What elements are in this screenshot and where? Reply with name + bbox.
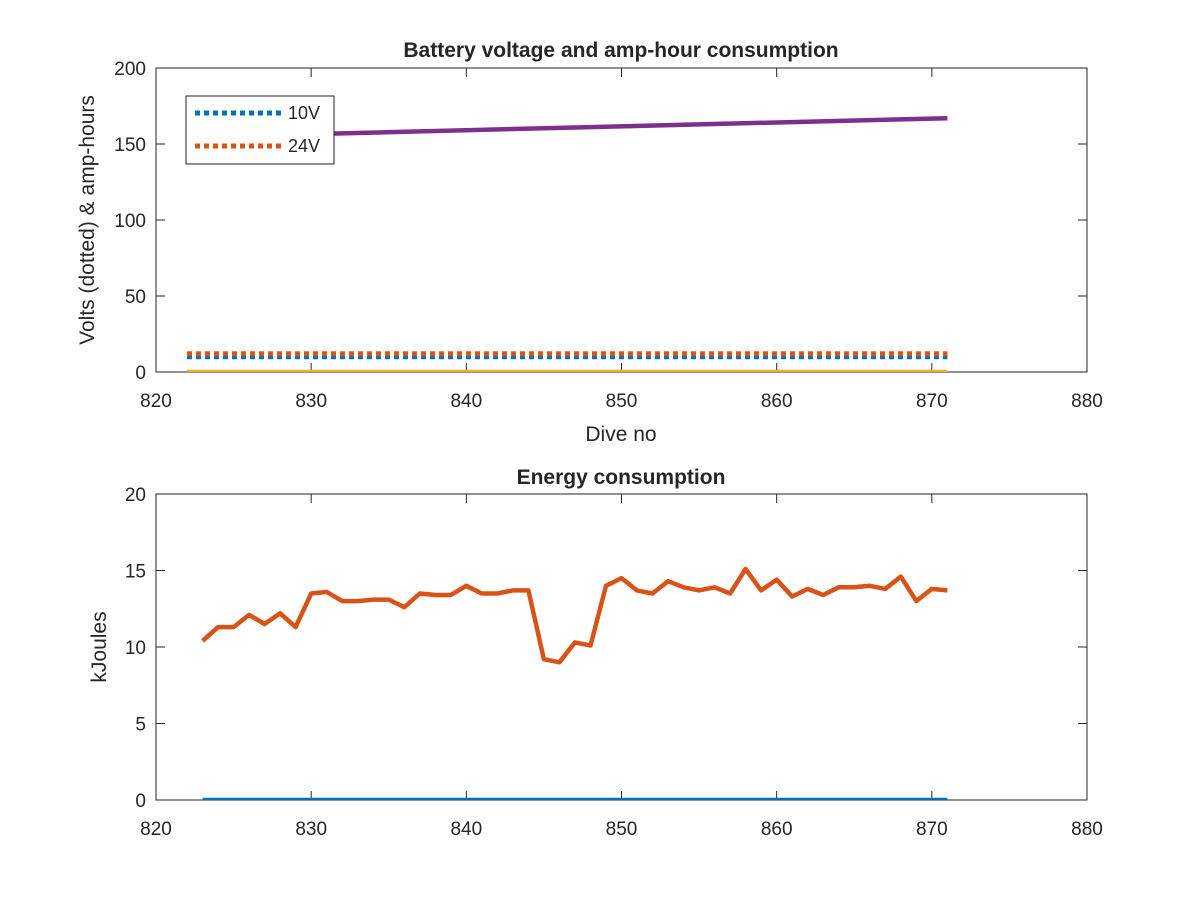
x-tick-label: 840: [450, 391, 482, 412]
y-tick-label: 5: [135, 715, 146, 736]
plot-area: [155, 493, 1088, 801]
y-tick-label: 150: [114, 135, 146, 156]
axis-ticks: 820 830 840 850 860 870 880 0 50 100 150 200: [114, 59, 1103, 412]
x-tick-label: 850: [606, 819, 638, 840]
legend-box: [185, 95, 335, 165]
x-tick-label: 830: [295, 391, 327, 412]
battery-chart: Battery voltage and amp-hour consumption…: [76, 39, 1103, 446]
series-layer: [201, 566, 948, 800]
y-tick-label: 200: [114, 59, 146, 80]
y-tick-label: 20: [125, 485, 146, 506]
chart-title: Energy consumption: [517, 466, 726, 489]
x-tick-label: 820: [140, 819, 172, 840]
legend: 10V 24V: [185, 95, 335, 165]
x-tick-label: 870: [916, 391, 948, 412]
series-line-1-1: [201, 566, 948, 665]
x-tick-label: 830: [295, 819, 327, 840]
y-tick-label: 0: [135, 363, 146, 384]
legend-label-10v: 10V: [288, 103, 320, 123]
x-tick-label: 880: [1071, 819, 1103, 840]
y-tick-label: 0: [135, 791, 146, 812]
x-tick-label: 820: [140, 391, 172, 412]
x-tick-label: 860: [761, 391, 793, 412]
y-tick-label: 15: [125, 562, 146, 583]
x-tick-label: 840: [450, 819, 482, 840]
axis-ticks: 820 830 840 850 860 870 880 0 5 10 15 20: [125, 485, 1103, 840]
x-tick-label: 880: [1071, 391, 1103, 412]
y-tick-label: 50: [125, 287, 146, 308]
x-tick-label: 860: [761, 819, 793, 840]
y-axis-label: Volts (dotted) & amp-hours: [76, 95, 99, 345]
x-tick-label: 850: [606, 391, 638, 412]
x-tick-label: 870: [916, 819, 948, 840]
chart-title: Battery voltage and amp-hour consumption: [403, 39, 838, 62]
y-tick-label: 10: [125, 638, 146, 659]
y-tick-label: 100: [114, 211, 146, 232]
legend-label-24v: 24V: [288, 136, 320, 156]
x-axis-label: Dive no: [585, 423, 656, 446]
energy-chart: Energy consumption kJoules 820 830 840 850 8…: [88, 466, 1103, 840]
y-axis-label: kJoules: [88, 611, 111, 682]
